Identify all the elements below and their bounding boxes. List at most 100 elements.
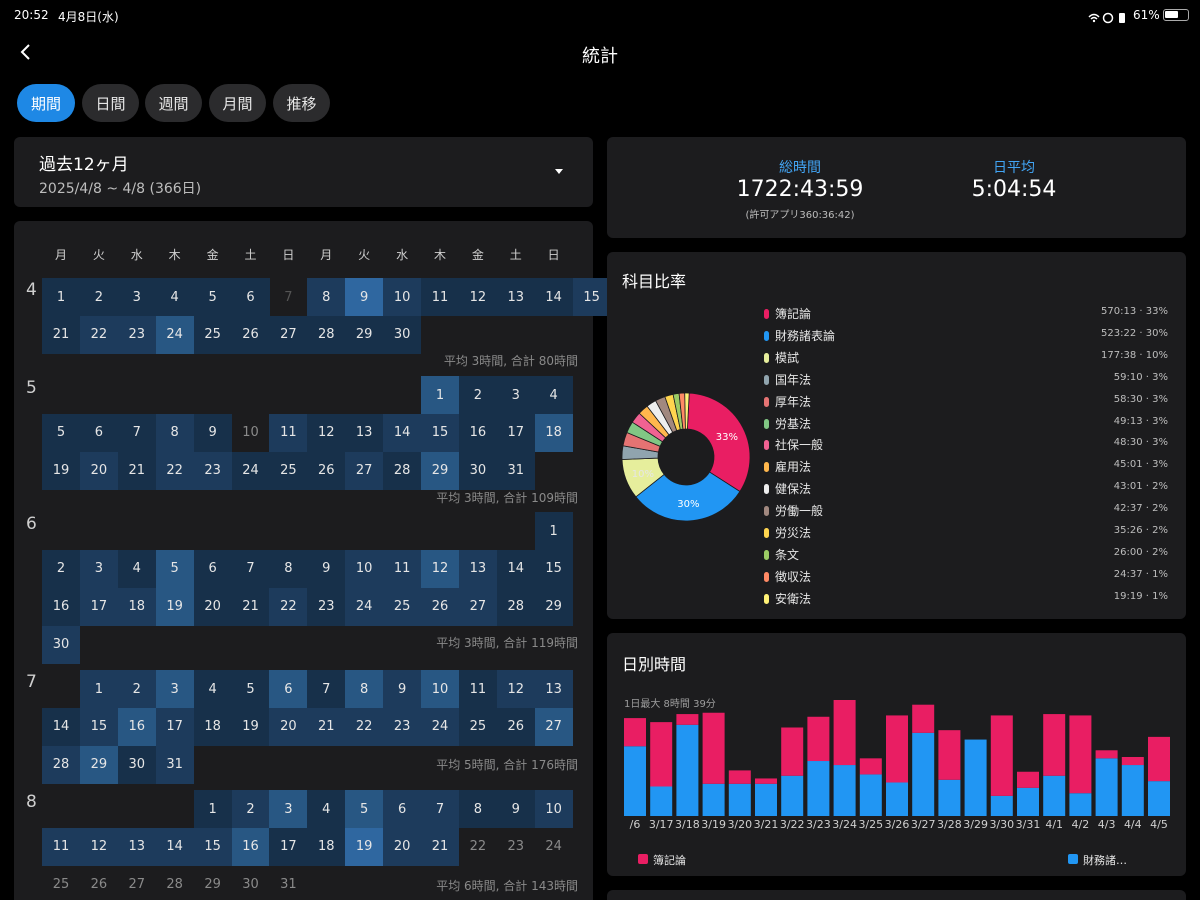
- calendar-day[interactable]: 10: [534, 790, 573, 828]
- calendar-day[interactable]: 1: [42, 278, 80, 316]
- calendar-day[interactable]: 25: [458, 707, 497, 746]
- calendar-day[interactable]: 28: [42, 745, 80, 784]
- calendar-day[interactable]: 11: [383, 549, 422, 588]
- calendar-day[interactable]: 15: [534, 549, 573, 588]
- calendar-day[interactable]: 21: [307, 707, 346, 746]
- calendar-day[interactable]: 4: [117, 549, 156, 588]
- calendar-day[interactable]: 18: [193, 707, 232, 746]
- back-chevron-icon[interactable]: [16, 40, 36, 64]
- calendar-day[interactable]: 26: [307, 451, 346, 490]
- calendar-day[interactable]: 25: [52, 877, 70, 893]
- calendar-day[interactable]: 12: [79, 827, 118, 866]
- calendar-day[interactable]: 14: [496, 549, 535, 588]
- calendar-day[interactable]: 6: [269, 670, 308, 708]
- calendar-day[interactable]: 23: [383, 707, 422, 746]
- calendar-day[interactable]: 21: [42, 315, 80, 354]
- calendar-day[interactable]: 24: [231, 451, 270, 490]
- calendar-day[interactable]: 14: [534, 278, 573, 316]
- calendar-day[interactable]: 12: [307, 413, 346, 452]
- calendar-day[interactable]: 28: [166, 877, 183, 893]
- calendar-day[interactable]: 21: [231, 587, 270, 626]
- calendar-day[interactable]: 10: [242, 425, 259, 441]
- calendar-day[interactable]: 18: [534, 413, 573, 452]
- calendar-day[interactable]: 26: [496, 707, 535, 746]
- tab-daily[interactable]: 日間: [82, 84, 139, 122]
- calendar-day[interactable]: 12: [458, 278, 497, 316]
- calendar-day[interactable]: 17: [496, 413, 535, 452]
- calendar-day[interactable]: 22: [155, 451, 194, 490]
- calendar-day[interactable]: 16: [458, 413, 497, 452]
- calendar-day[interactable]: 6: [79, 413, 118, 452]
- calendar-day[interactable]: 20: [193, 587, 232, 626]
- calendar-day[interactable]: 5: [231, 670, 270, 708]
- tab-weekly[interactable]: 週間: [145, 84, 202, 122]
- calendar-day[interactable]: 7: [231, 549, 270, 588]
- calendar-day[interactable]: 26: [90, 877, 108, 893]
- calendar-day[interactable]: 22: [469, 839, 487, 855]
- calendar-day[interactable]: 9: [345, 278, 384, 316]
- calendar-day[interactable]: 10: [383, 278, 422, 316]
- calendar-day[interactable]: 30: [383, 315, 422, 354]
- calendar-day[interactable]: 15: [572, 278, 611, 316]
- calendar-day[interactable]: 13: [458, 549, 497, 588]
- calendar-day[interactable]: 13: [117, 827, 156, 866]
- calendar-day[interactable]: 20: [269, 707, 308, 746]
- calendar-day[interactable]: 28: [496, 587, 535, 626]
- calendar-day[interactable]: 6: [231, 278, 270, 316]
- calendar-day[interactable]: 1: [421, 376, 459, 414]
- calendar-day[interactable]: 17: [269, 827, 308, 866]
- calendar-day[interactable]: 14: [155, 827, 194, 866]
- calendar-day[interactable]: 3: [496, 376, 535, 414]
- calendar-day[interactable]: 25: [383, 587, 422, 626]
- calendar-day[interactable]: 5: [193, 278, 232, 316]
- calendar-day[interactable]: 21: [117, 451, 156, 490]
- calendar-day[interactable]: 12: [496, 670, 535, 708]
- calendar-day[interactable]: 29: [421, 451, 459, 490]
- calendar-day[interactable]: 4: [155, 278, 194, 316]
- calendar-day[interactable]: 29: [534, 587, 573, 626]
- calendar-day[interactable]: 25: [269, 451, 308, 490]
- calendar-day[interactable]: 2: [458, 376, 497, 414]
- calendar-day[interactable]: 11: [458, 670, 497, 708]
- calendar-day[interactable]: 22: [345, 707, 384, 746]
- calendar-day[interactable]: 27: [269, 315, 308, 354]
- calendar-day[interactable]: 23: [117, 315, 156, 354]
- calendar-day[interactable]: 16: [231, 827, 270, 866]
- calendar-day[interactable]: 18: [307, 827, 346, 866]
- calendar-day[interactable]: 4: [193, 670, 232, 708]
- tab-monthly[interactable]: 月間: [209, 84, 266, 122]
- calendar-day[interactable]: 23: [193, 451, 232, 490]
- calendar-day[interactable]: 31: [280, 877, 297, 893]
- calendar-day[interactable]: 20: [383, 827, 422, 866]
- calendar-day[interactable]: 31: [496, 451, 535, 490]
- calendar-day[interactable]: 5: [42, 413, 80, 452]
- calendar-day[interactable]: 28: [307, 315, 346, 354]
- calendar-day[interactable]: 30: [117, 745, 156, 784]
- calendar-day[interactable]: 29: [79, 745, 118, 784]
- calendar-day[interactable]: 27: [458, 587, 497, 626]
- calendar-day[interactable]: 26: [421, 587, 459, 626]
- calendar-day[interactable]: 8: [269, 549, 308, 588]
- calendar-day[interactable]: 5: [155, 549, 194, 588]
- calendar-day[interactable]: 27: [128, 877, 146, 893]
- calendar-day[interactable]: 9: [496, 790, 535, 828]
- calendar-day[interactable]: 2: [79, 278, 118, 316]
- calendar-day[interactable]: 13: [496, 278, 535, 316]
- calendar-day[interactable]: 24: [155, 315, 194, 354]
- calendar-day[interactable]: 27: [345, 451, 384, 490]
- calendar-day[interactable]: 11: [421, 278, 459, 316]
- calendar-day[interactable]: 10: [421, 670, 459, 708]
- calendar-day[interactable]: 7: [307, 670, 346, 708]
- calendar-day[interactable]: 14: [42, 707, 80, 746]
- calendar-day[interactable]: 1: [193, 790, 232, 828]
- calendar-day[interactable]: 5: [345, 790, 384, 828]
- calendar-day[interactable]: 18: [117, 587, 156, 626]
- tab-trend[interactable]: 推移: [273, 84, 330, 122]
- calendar-day[interactable]: 24: [545, 839, 562, 855]
- calendar-day[interactable]: 23: [507, 839, 525, 855]
- calendar-day[interactable]: 17: [155, 707, 194, 746]
- calendar-day[interactable]: 1: [79, 670, 118, 708]
- calendar-day[interactable]: 9: [307, 549, 346, 588]
- calendar-day[interactable]: 19: [155, 587, 194, 626]
- calendar-day[interactable]: 6: [193, 549, 232, 588]
